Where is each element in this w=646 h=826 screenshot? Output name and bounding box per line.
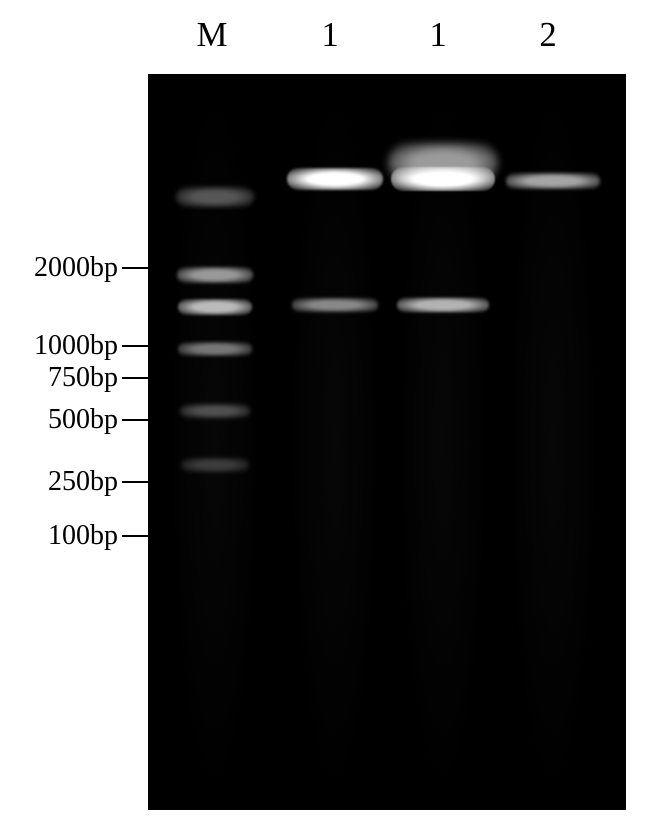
size-label-250bp: 250bp [0, 466, 118, 498]
gel-image [148, 74, 626, 810]
size-label-1000bp: 1000bp [0, 330, 118, 362]
gel-figure: { "figure": { "width_px": 646, "height_p… [0, 0, 646, 826]
lane-label-1a: 1 [321, 16, 338, 55]
band-L1-6 [287, 168, 383, 190]
size-tick-100bp [122, 535, 148, 537]
band-M-2 [178, 299, 252, 315]
lane-label-M: M [197, 16, 228, 55]
size-tick-2000bp [122, 267, 148, 269]
lane-label-2: 2 [539, 16, 556, 55]
band-M-4 [180, 404, 250, 418]
band-M-3 [178, 342, 252, 356]
size-label-100bp: 100bp [0, 520, 118, 552]
band-M-0 [176, 187, 254, 207]
size-tick-250bp [122, 481, 148, 483]
size-label-750bp: 750bp [0, 362, 118, 394]
band-L2-10 [397, 298, 489, 313]
size-tick-750bp [122, 377, 148, 379]
band-M-5 [181, 458, 249, 472]
band-L3-11 [506, 173, 600, 189]
size-tick-1000bp [122, 345, 148, 347]
size-tick-500bp [122, 419, 148, 421]
band-L2-9 [391, 167, 495, 191]
band-M-1 [177, 267, 253, 283]
size-label-500bp: 500bp [0, 404, 118, 436]
lane-label-1b: 1 [429, 16, 446, 55]
band-L1-7 [292, 298, 378, 312]
size-label-2000bp: 2000bp [0, 252, 118, 284]
